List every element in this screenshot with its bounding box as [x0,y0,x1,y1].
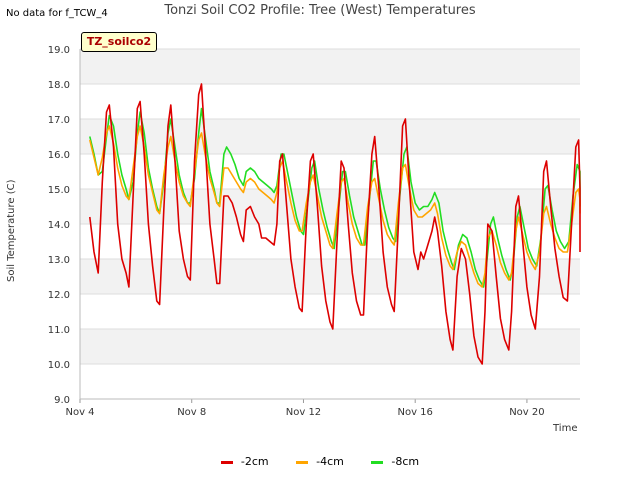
x-tick-label: Nov 4 [65,407,94,418]
y-tick-label: 18.0 [48,80,70,91]
legend-swatch-4cm [296,460,309,464]
y-tick-label: 16.0 [48,150,70,161]
legend-item-8cm: -8cm [371,455,419,468]
y-tick-label: 13.0 [48,255,70,266]
grid-band [80,189,580,224]
legend-item-4cm: -4cm [296,455,344,468]
y-tick-label: 15.0 [48,185,70,196]
y-axis-label: Soil Temperature (C) [6,179,17,282]
y-tick-label: 10.0 [48,360,70,371]
y-tick-label: 19.0 [48,45,70,56]
chart-title: Tonzi Soil CO2 Profile: Tree (West) Temp… [164,3,476,18]
x-tick-label: Nov 16 [397,407,432,418]
x-axis-label: Time [553,423,578,434]
y-tick-label: 14.0 [48,220,70,231]
dataset-tag: TZ_soilco2 [81,32,157,52]
legend: -2cm -4cm -8cm [0,455,640,468]
grid-band [80,329,580,364]
y-tick-label: 12.0 [48,290,70,301]
legend-label-4cm: -4cm [316,455,344,468]
legend-swatch-8cm [371,460,384,464]
legend-swatch-2cm [220,460,233,464]
x-tick-label: Nov 12 [286,407,321,418]
y-tick-label: 9.0 [54,395,70,406]
y-tick-label: 17.0 [48,115,70,126]
legend-label-2cm: -2cm [240,455,269,468]
legend-item-2cm: -2cm [220,455,269,468]
grid-band [80,119,580,154]
grid-band [80,49,580,84]
series-line-2cm [89,83,581,365]
x-tick-label: Nov 20 [509,407,544,418]
y-tick-label: 11.0 [48,325,70,336]
no-data-notice: No data for f_TCW_4 [6,8,108,19]
legend-label-8cm: -8cm [391,455,420,468]
x-tick-label: Nov 8 [177,407,206,418]
y-axis-label-wrap: Soil Temperature (C) [6,179,20,402]
